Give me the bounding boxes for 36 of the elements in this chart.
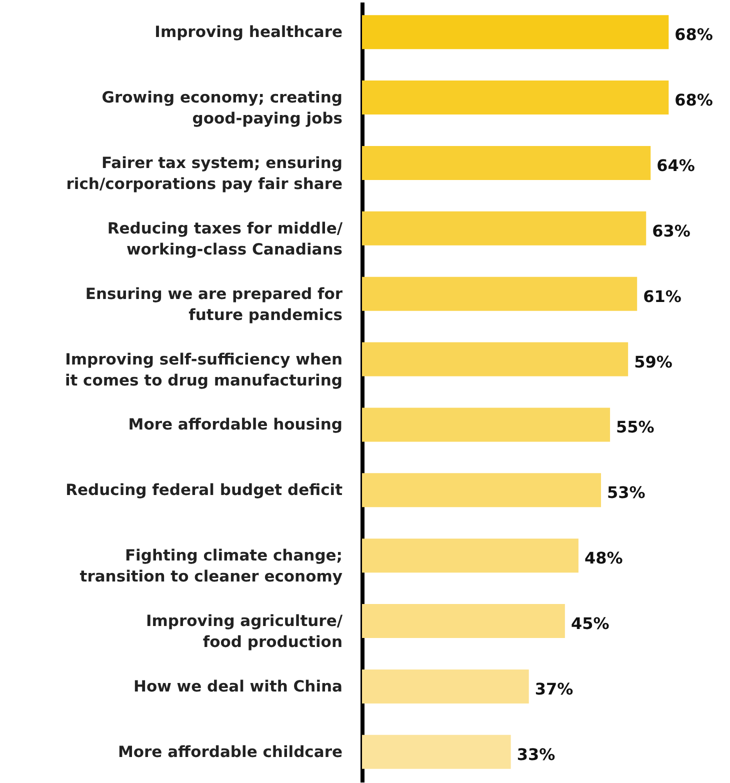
data-label: 68% — [674, 90, 713, 110]
bar — [362, 276, 638, 311]
bar — [362, 342, 628, 376]
bar — [362, 211, 646, 246]
bar — [362, 15, 669, 50]
data-label: 45% — [570, 614, 610, 634]
y-tick-label: Fairer tax system; ensuring rich/corporations pay fair share — [66, 154, 342, 193]
data-label: 64% — [656, 156, 695, 175]
y-tick-label: Reducing federal budget deficit — [66, 481, 344, 500]
y-tick-label: More affordable childcare — [118, 742, 342, 761]
data-label: 68% — [674, 25, 713, 44]
y-tick-label: Reducing taxes for middle/ working-class Canadians — [107, 219, 343, 258]
bar — [362, 538, 578, 573]
bar — [362, 408, 610, 442]
data-label: 61% — [643, 286, 682, 306]
bar — [362, 734, 511, 769]
bar — [362, 80, 669, 115]
y-tick-label: Improving self-sufficiency when it comes to drug manufacturing — [64, 350, 342, 390]
bar — [362, 669, 529, 704]
y-tick-label: Fighting climate change; transition to cleaner economy — [80, 546, 342, 586]
y-tick-label: How we deal with China — [133, 677, 342, 696]
data-label: 59% — [634, 352, 672, 372]
bar — [362, 604, 565, 638]
bar — [362, 146, 651, 180]
data-label: 48% — [584, 548, 623, 568]
data-label: 53% — [607, 483, 646, 502]
data-label: 33% — [516, 744, 556, 764]
y-tick-label: More affordable housing — [128, 416, 342, 434]
data-label: 37% — [534, 679, 574, 698]
y-tick-label: Improving agriculture/ food production — [146, 612, 343, 652]
y-tick-label: Improving healthcare — [154, 23, 342, 42]
y-tick-label: Ensuring we are prepared for future pandemics — [85, 284, 343, 324]
bar — [362, 473, 602, 508]
y-tick-label: Growing economy; creating good-paying jobs — [102, 88, 342, 128]
data-label: 55% — [616, 418, 654, 437]
data-label: 63% — [652, 221, 690, 240]
